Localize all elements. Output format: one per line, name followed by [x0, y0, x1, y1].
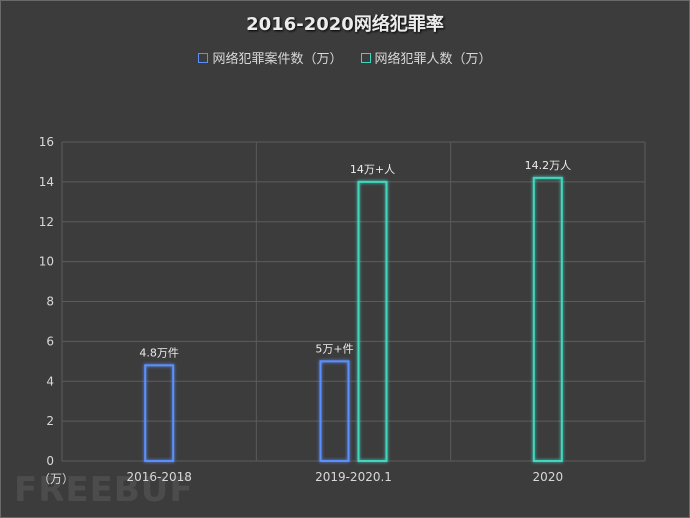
bar-people-1 [357, 180, 388, 462]
x-tick-label: 2019-2020.1 [315, 470, 392, 484]
y-tick-label: 12 [39, 215, 54, 229]
x-tick-label: 2020 [533, 470, 564, 484]
y-tick-label: 4 [46, 374, 54, 388]
bar-cases-0 [144, 364, 175, 462]
y-tick-label: 8 [46, 295, 54, 309]
legend-item-cases: 网络犯罪案件数（万） [198, 48, 343, 67]
data-label-cases-1: 5万+件 [315, 342, 353, 355]
watermark-logo: FREEBUF [14, 470, 194, 510]
data-label-cases-0: 4.8万件 [139, 346, 179, 359]
legend-item-people: 网络犯罪人数（万） [360, 48, 492, 67]
y-tick-label: 16 [39, 135, 54, 149]
y-axis-unit-label: （万） [38, 472, 75, 486]
y-tick-label: 6 [46, 334, 54, 348]
legend: 网络犯罪案件数（万） 网络犯罪人数（万） [0, 48, 690, 67]
bar-people-2 [532, 176, 563, 462]
y-tick-label: 14 [39, 175, 54, 189]
y-tick-label: 10 [39, 255, 54, 269]
chart-title: 2016-2020网络犯罪率 [246, 14, 444, 35]
legend-label-people: 网络犯罪人数（万） [374, 52, 492, 67]
x-tick-label: 2016-2018 [126, 470, 191, 484]
bar-cases-1 [319, 360, 350, 462]
data-label-people-1: 14万+人 [350, 163, 395, 176]
data-label-people-2: 14.2万人 [525, 159, 572, 172]
y-tick-label: 2 [46, 414, 54, 428]
legend-label-cases: 网络犯罪案件数（万） [212, 52, 343, 67]
y-tick-label: 0 [46, 454, 54, 468]
legend-swatch-cases [198, 52, 209, 63]
legend-swatch-people [360, 52, 371, 63]
